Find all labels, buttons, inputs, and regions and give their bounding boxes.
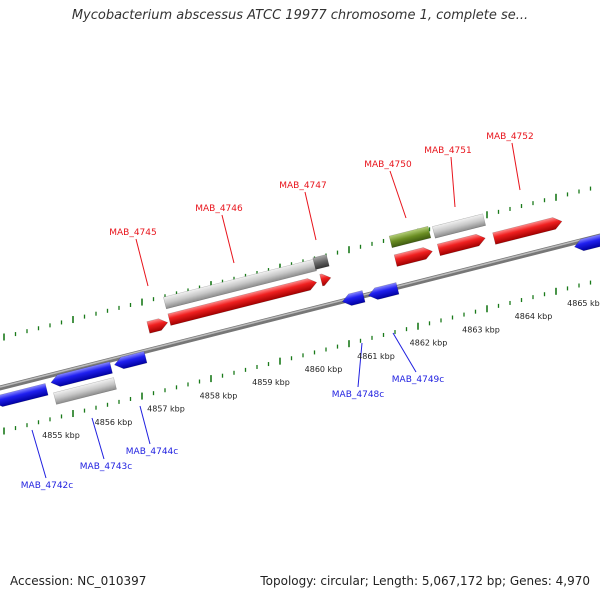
- gene-label[interactable]: MAB_4751: [424, 146, 472, 156]
- gene-arrow[interactable]: [312, 254, 330, 270]
- gene-label[interactable]: MAB_4747: [279, 181, 327, 191]
- chromosome-backbone: [0, 233, 600, 391]
- gene-arrow[interactable]: [163, 258, 317, 310]
- topology-summary: Topology: circular; Length: 5,067,172 bp…: [260, 574, 590, 588]
- gene-arrow[interactable]: [432, 213, 486, 239]
- label-leader-lines: [31, 142, 521, 479]
- gene-features: [0, 213, 600, 408]
- map-title: Mycobacterium abscessus ATCC 19977 chrom…: [71, 8, 529, 23]
- gene-arrow[interactable]: [436, 232, 486, 257]
- gene-arrow[interactable]: [113, 350, 148, 370]
- scale-label: 4856 kbp: [95, 418, 133, 427]
- scale-label: 4864 kbp: [515, 312, 553, 321]
- leader-line: [91, 417, 105, 460]
- gene-label[interactable]: MAB_4748c: [332, 390, 385, 400]
- scale-label: 4858 kbp: [200, 391, 238, 400]
- gene-arrow[interactable]: [0, 383, 49, 408]
- gene-arrow[interactable]: [341, 290, 366, 307]
- scale-label: 4860 kbp: [305, 365, 343, 374]
- leader-line: [31, 429, 47, 479]
- gene-labels: MAB_4745 MAB_4746 MAB_4747 MAB_4750 MAB_4751…: [21, 132, 534, 491]
- gene-arrow[interactable]: [146, 317, 169, 334]
- gene-arrow[interactable]: [319, 272, 333, 287]
- scale-label: 4861 kbp: [357, 352, 395, 361]
- leader-line: [139, 405, 151, 445]
- scale-labels: 4855 kbp 4856 kbp 4857 kbp 4858 kbp 4859 kbp…: [42, 299, 600, 440]
- gene-label[interactable]: MAB_4742c: [21, 481, 74, 491]
- leader-line: [221, 214, 235, 264]
- gene-label[interactable]: MAB_4745: [109, 228, 157, 238]
- gene-label[interactable]: MAB_4750: [364, 160, 412, 170]
- leader-line: [392, 332, 417, 373]
- gene-arrow[interactable]: [49, 361, 113, 389]
- leader-line: [389, 170, 407, 219]
- gene-arrow[interactable]: [393, 246, 434, 267]
- gene-label[interactable]: MAB_4743c: [80, 462, 133, 472]
- scale-label: 4855 kbp: [42, 431, 80, 440]
- reverse-strand-ticks: [3, 280, 592, 435]
- leader-line: [357, 342, 363, 388]
- gene-arrow[interactable]: [573, 232, 600, 252]
- leader-line: [511, 142, 521, 191]
- gene-label[interactable]: MAB_4746: [195, 204, 243, 214]
- gene-arrow[interactable]: [167, 277, 318, 326]
- gene-arrow[interactable]: [367, 282, 400, 302]
- accession-label: Accession: NC_010397: [10, 574, 147, 588]
- gene-label[interactable]: MAB_4744c: [126, 447, 179, 457]
- chromosome-backbone-highlight: [0, 234, 600, 388]
- leader-line: [135, 238, 149, 287]
- leader-line: [450, 156, 456, 208]
- gene-label[interactable]: MAB_4749c: [392, 375, 445, 385]
- gene-label[interactable]: MAB_4752: [486, 132, 534, 142]
- gene-arrow[interactable]: [388, 225, 432, 249]
- scale-label: 4865 kbp: [567, 299, 600, 308]
- scale-label: 4862 kbp: [410, 339, 448, 348]
- leader-line: [304, 191, 317, 241]
- scale-label: 4857 kbp: [147, 405, 185, 414]
- gene-arrow[interactable]: [492, 216, 564, 245]
- scale-label: 4859 kbp: [252, 378, 290, 387]
- gene-arrow[interactable]: [53, 377, 117, 405]
- scale-label: 4863 kbp: [462, 325, 500, 334]
